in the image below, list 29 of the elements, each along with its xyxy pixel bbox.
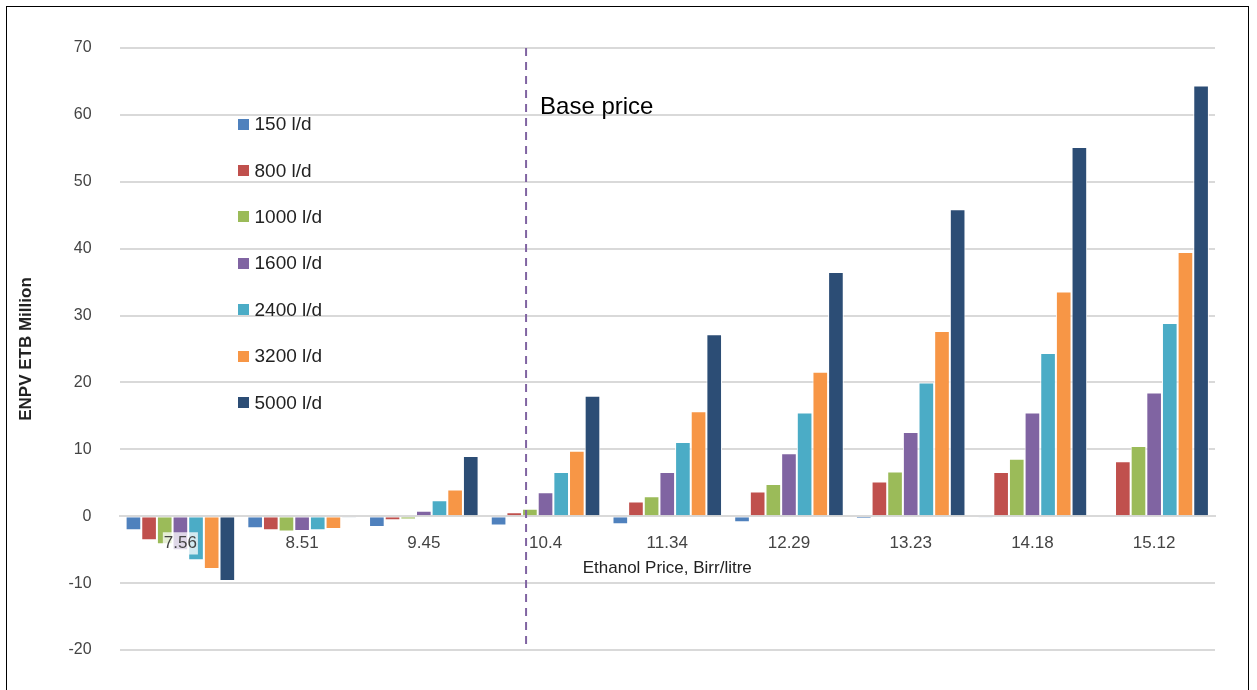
- legend-label: 800 l/d: [254, 159, 312, 182]
- x-tick-label: 13.23: [889, 533, 932, 553]
- x-tick-label: 9.45: [407, 533, 441, 553]
- x-tick-label: 15.12: [1132, 533, 1176, 553]
- legend-label: 1600 l/d: [254, 252, 323, 275]
- x-tick-label: 14.18: [1011, 533, 1054, 553]
- legend-label: 3200 l/d: [254, 345, 323, 368]
- y-axis-title: ENPV ETB Million: [15, 277, 35, 421]
- x-tick-label: 8.51: [285, 533, 319, 553]
- x-axis-title: Ethanol Price, Birr/litre: [582, 557, 752, 577]
- x-tick-label: 7.56: [163, 533, 197, 553]
- x-tick-label: 10.4: [529, 533, 563, 553]
- y-tick-label: -10: [68, 573, 92, 591]
- x-tick-label: 12.29: [767, 533, 811, 553]
- y-tick-label: 70: [73, 38, 92, 56]
- legend-label: 1000 l/d: [254, 205, 323, 228]
- x-tick-label: 11.34: [646, 533, 688, 553]
- y-tick-label: 20: [73, 372, 92, 390]
- y-tick-label: 30: [73, 305, 92, 323]
- y-tick-label: 60: [73, 105, 92, 123]
- y-tick-label: 40: [73, 239, 92, 257]
- y-tick-label: 50: [73, 172, 92, 190]
- y-tick-label: -20: [68, 640, 92, 658]
- legend-label: 2400 l/d: [254, 298, 323, 321]
- y-tick-label: 10: [73, 439, 92, 457]
- ref-line-label: Base price: [540, 91, 654, 119]
- legend-label: 5000 l/d: [254, 391, 323, 414]
- legend-label: 150 l/d: [254, 113, 312, 136]
- y-tick-label: 0: [82, 506, 92, 524]
